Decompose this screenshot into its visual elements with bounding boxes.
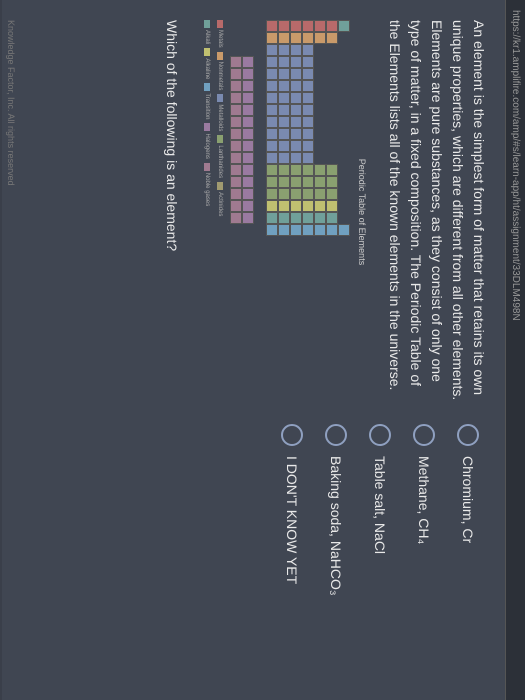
radio-icon (457, 424, 479, 446)
periodic-table (231, 20, 351, 236)
radio-icon (281, 424, 303, 446)
option-label: Chromium, Cr (460, 456, 476, 543)
option-chromium[interactable]: Chromium, Cr (457, 424, 479, 680)
url-bar: https://kr1.amplifire.com/amp/#s/learn-a… (505, 0, 525, 700)
footer-copyright: Knowledge Factor, Inc. All rights reserv… (6, 20, 16, 186)
radio-icon (369, 424, 391, 446)
periodic-legend: MetalsNonmetalsMetalloidsLanthanidesActi… (203, 20, 225, 236)
radio-icon (413, 424, 435, 446)
periodic-table-wrap: Periodic Table of Elements MetalsNonmeta… (203, 20, 369, 404)
option-label: Methane, CH₄ (416, 456, 432, 544)
main-content: An element is the simplest form of matte… (2, 0, 505, 700)
radio-icon (325, 424, 347, 446)
option-label: I DON'T KNOW YET (284, 456, 300, 584)
periodic-table-title: Periodic Table of Elements (355, 20, 369, 404)
answer-options: Chromium, Cr Methane, CH₄ Table salt, Na… (18, 424, 489, 680)
option-methane[interactable]: Methane, CH₄ (413, 424, 435, 680)
left-column: An element is the simplest form of matte… (18, 20, 489, 404)
question-prompt: Which of the following is an element? (162, 20, 183, 404)
option-dont-know[interactable]: I DON'T KNOW YET (281, 424, 303, 680)
intro-text: An element is the simplest form of matte… (384, 20, 489, 404)
option-label: Table salt, NaCl (372, 456, 388, 554)
option-label: Baking soda, NaHCO₃ (328, 456, 344, 596)
option-table-salt[interactable]: Table salt, NaCl (369, 424, 391, 680)
option-baking-soda[interactable]: Baking soda, NaHCO₃ (325, 424, 347, 680)
